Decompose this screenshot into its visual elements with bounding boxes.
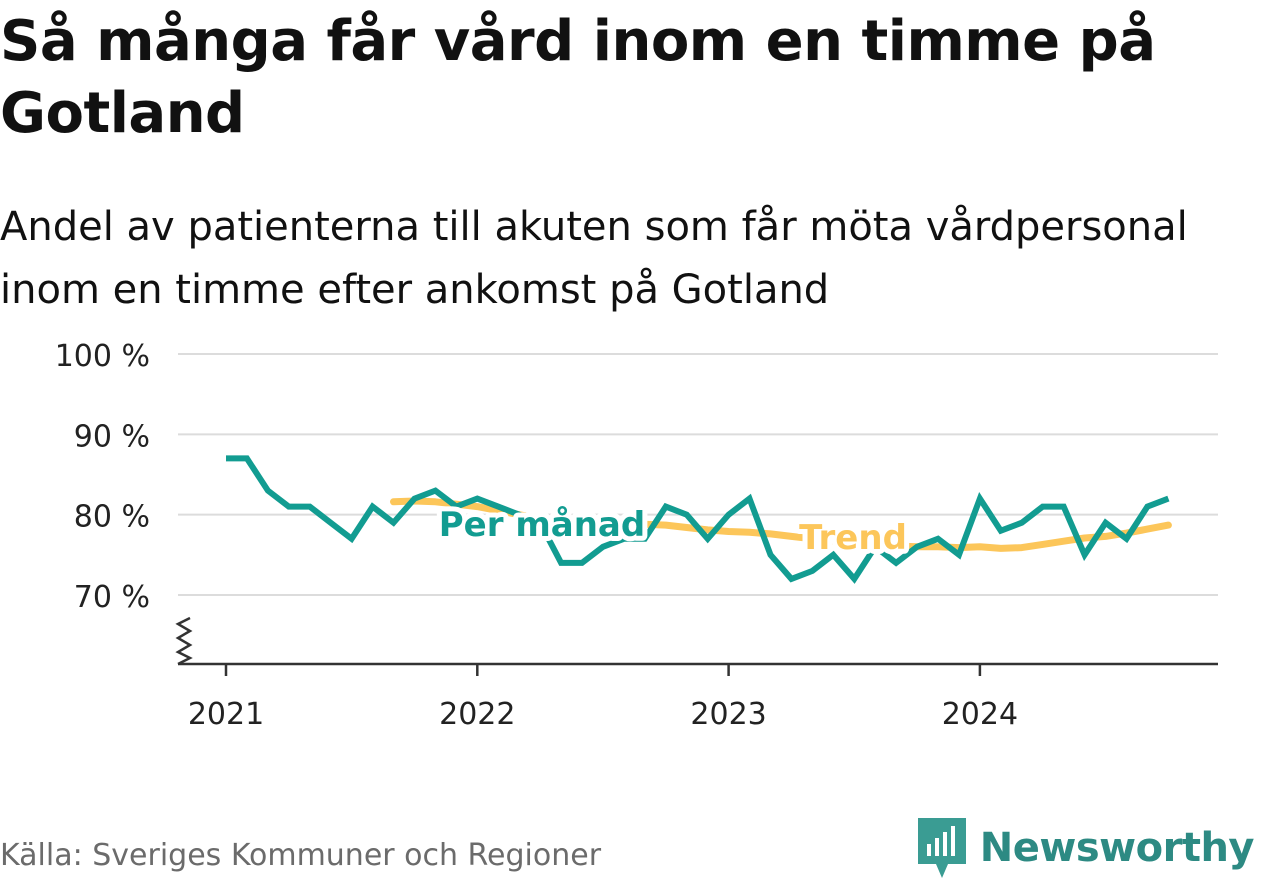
- monthly-series-line: [226, 455, 1170, 584]
- chart-title: Så många får vård inom en timme på Gotla…: [0, 9, 1156, 146]
- y-tick-label: 70 %: [74, 580, 150, 615]
- newsworthy-logo-icon: [917, 818, 966, 878]
- x-tick-label: 2024: [942, 697, 1018, 732]
- y-tick-label: 80 %: [74, 500, 150, 535]
- x-tick-label: 2022: [439, 697, 515, 732]
- y-tick-label: 100 %: [55, 339, 150, 374]
- x-tick-label: 2023: [690, 697, 766, 732]
- x-tick-label: 2021: [188, 697, 264, 732]
- axis-break-icon: [175, 616, 193, 666]
- brand-logo: Newsworthy: [917, 818, 1255, 878]
- y-tick-label: 90 %: [74, 419, 150, 454]
- series-label-monthly: Per månad: [439, 505, 645, 545]
- brand-name: Newsworthy: [979, 825, 1255, 871]
- series-label-trend: Trend: [799, 518, 907, 558]
- source-note: Källa: Sveriges Kommuner och Regioner: [0, 838, 602, 873]
- chart-subtitle: Andel av patienterna till akuten som får…: [0, 204, 1188, 313]
